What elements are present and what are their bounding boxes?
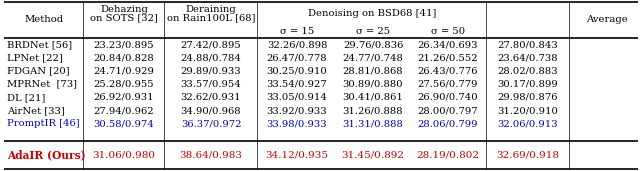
Text: 32.69/0.918: 32.69/0.918 xyxy=(497,150,559,160)
Text: 32.62/0.931: 32.62/0.931 xyxy=(180,93,241,102)
Text: 27.42/0.895: 27.42/0.895 xyxy=(180,40,241,49)
Text: Method: Method xyxy=(24,16,63,24)
Text: 31.31/0.888: 31.31/0.888 xyxy=(342,119,403,128)
Text: 26.92/0.931: 26.92/0.931 xyxy=(93,93,154,102)
Text: 27.94/0.962: 27.94/0.962 xyxy=(93,106,154,115)
Text: 26.43/0.776: 26.43/0.776 xyxy=(418,67,478,76)
Text: 36.37/0.972: 36.37/0.972 xyxy=(180,119,241,128)
Text: Denoising on BSD68 [41]: Denoising on BSD68 [41] xyxy=(308,9,436,17)
Text: 32.06/0.913: 32.06/0.913 xyxy=(498,119,558,128)
Text: 24.71/0.929: 24.71/0.929 xyxy=(93,67,154,76)
Text: 29.98/0.876: 29.98/0.876 xyxy=(498,93,558,102)
Text: 23.64/0.738: 23.64/0.738 xyxy=(498,53,558,62)
Text: 23.23/0.895: 23.23/0.895 xyxy=(93,40,154,49)
Text: σ = 15: σ = 15 xyxy=(280,27,314,36)
Text: 28.02/0.883: 28.02/0.883 xyxy=(498,67,558,76)
Text: 31.06/0.980: 31.06/0.980 xyxy=(93,150,156,160)
Text: 32.26/0.898: 32.26/0.898 xyxy=(267,40,327,49)
Text: AdaIR (Ours): AdaIR (Ours) xyxy=(7,149,86,161)
Text: Average: Average xyxy=(586,16,628,24)
Text: 24.77/0.748: 24.77/0.748 xyxy=(342,53,403,62)
Text: Deraining: Deraining xyxy=(186,5,236,14)
Text: MPRNet  [73]: MPRNet [73] xyxy=(7,80,77,89)
Text: 29.89/0.933: 29.89/0.933 xyxy=(180,67,241,76)
Text: 33.05/0.914: 33.05/0.914 xyxy=(267,93,328,102)
Text: 21.26/0.552: 21.26/0.552 xyxy=(418,53,478,62)
Text: 24.88/0.784: 24.88/0.784 xyxy=(180,53,241,62)
Text: 25.28/0.955: 25.28/0.955 xyxy=(93,80,154,89)
Text: 33.54/0.927: 33.54/0.927 xyxy=(267,80,328,89)
Text: 26.34/0.693: 26.34/0.693 xyxy=(418,40,478,49)
Text: 34.12/0.935: 34.12/0.935 xyxy=(266,150,328,160)
Text: 28.06/0.799: 28.06/0.799 xyxy=(418,119,478,128)
Text: on Rain100L [68]: on Rain100L [68] xyxy=(167,13,255,22)
Text: FDGAN [20]: FDGAN [20] xyxy=(7,67,70,76)
Text: 34.90/0.968: 34.90/0.968 xyxy=(180,106,241,115)
Text: 27.80/0.843: 27.80/0.843 xyxy=(498,40,558,49)
Text: 30.25/0.910: 30.25/0.910 xyxy=(267,67,328,76)
Text: 33.92/0.933: 33.92/0.933 xyxy=(267,106,327,115)
Text: 28.00/0.797: 28.00/0.797 xyxy=(418,106,478,115)
Text: DL [21]: DL [21] xyxy=(7,93,45,102)
Text: 31.20/0.910: 31.20/0.910 xyxy=(497,106,559,115)
Text: σ = 50: σ = 50 xyxy=(431,27,465,36)
Text: BRDNet [56]: BRDNet [56] xyxy=(7,40,72,49)
Text: 20.84/0.828: 20.84/0.828 xyxy=(93,53,154,62)
Text: σ = 25: σ = 25 xyxy=(356,27,390,36)
Text: 26.90/0.740: 26.90/0.740 xyxy=(418,93,478,102)
Text: PromptIR [46]: PromptIR [46] xyxy=(7,119,79,128)
Text: 27.56/0.779: 27.56/0.779 xyxy=(418,80,478,89)
Text: 30.58/0.974: 30.58/0.974 xyxy=(93,119,154,128)
Text: AirNet [33]: AirNet [33] xyxy=(7,106,65,115)
Text: 33.98/0.933: 33.98/0.933 xyxy=(267,119,327,128)
Text: 38.64/0.983: 38.64/0.983 xyxy=(179,150,243,160)
Text: 33.57/0.954: 33.57/0.954 xyxy=(180,80,241,89)
Text: 28.81/0.868: 28.81/0.868 xyxy=(342,67,403,76)
Text: 31.45/0.892: 31.45/0.892 xyxy=(342,150,404,160)
Text: 30.41/0.861: 30.41/0.861 xyxy=(342,93,403,102)
Text: Dehazing: Dehazing xyxy=(100,5,148,14)
Text: LPNet [22]: LPNet [22] xyxy=(7,53,63,62)
Text: 30.89/0.880: 30.89/0.880 xyxy=(342,80,403,89)
Text: 30.17/0.899: 30.17/0.899 xyxy=(498,80,558,89)
Text: 29.76/0.836: 29.76/0.836 xyxy=(343,40,403,49)
Text: on SOTS [32]: on SOTS [32] xyxy=(90,13,158,22)
Text: 28.19/0.802: 28.19/0.802 xyxy=(417,150,479,160)
Text: 26.47/0.778: 26.47/0.778 xyxy=(267,53,327,62)
Text: 31.26/0.888: 31.26/0.888 xyxy=(342,106,403,115)
